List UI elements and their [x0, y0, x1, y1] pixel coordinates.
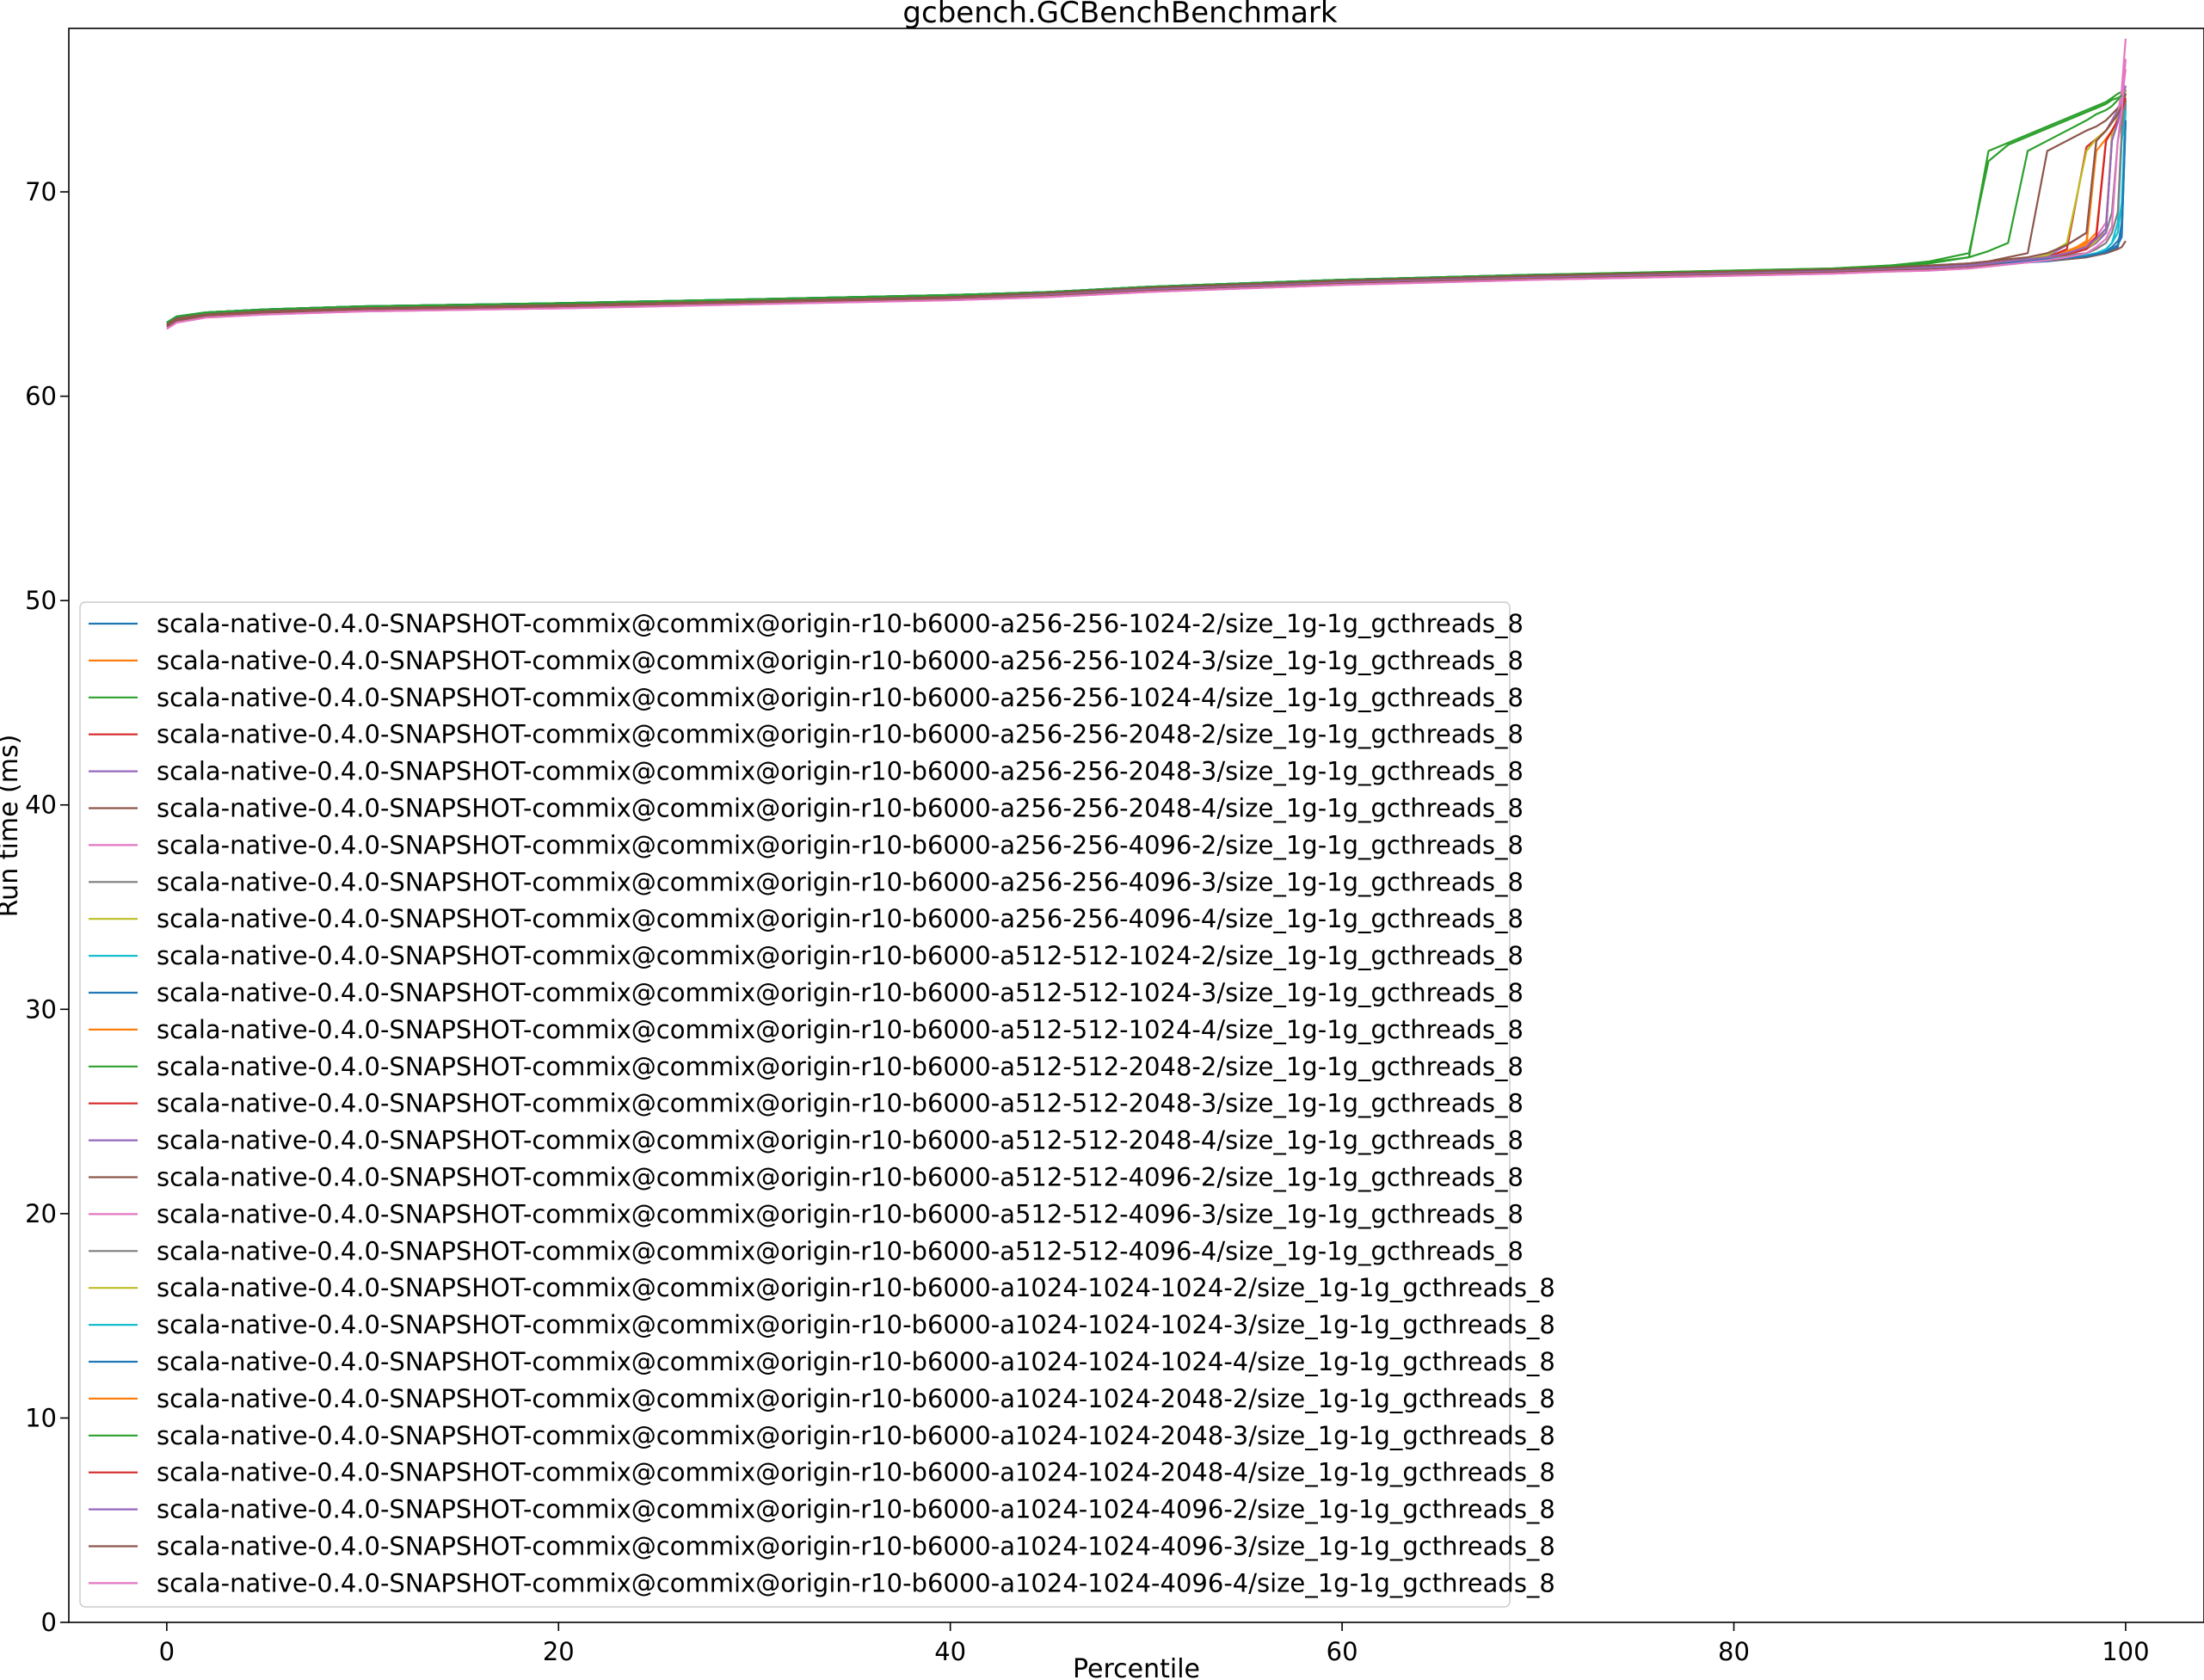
x-tick-label: 20 [543, 1637, 575, 1666]
y-axis-ticks: 0 10 20 30 40 50 60 70 [25, 177, 69, 1637]
y-tick-label: 70 [25, 177, 57, 206]
legend-label: scala-native-0.4.0-SNAPSHOT-commix@commi… [157, 646, 1524, 675]
legend-label: scala-native-0.4.0-SNAPSHOT-commix@commi… [157, 794, 1524, 823]
legend-label: scala-native-0.4.0-SNAPSHOT-commix@commi… [157, 683, 1524, 712]
legend-label: scala-native-0.4.0-SNAPSHOT-commix@commi… [157, 1310, 1555, 1339]
x-tick-label: 0 [159, 1637, 175, 1666]
plot-lines [166, 38, 2127, 330]
chart-title: gcbench.GCBenchBenchmark [902, 0, 1337, 30]
legend-label: scala-native-0.4.0-SNAPSHOT-commix@commi… [157, 1495, 1555, 1524]
legend-label: scala-native-0.4.0-SNAPSHOT-commix@commi… [157, 1421, 1555, 1450]
x-tick-label: 100 [2102, 1637, 2149, 1666]
legend-label: scala-native-0.4.0-SNAPSHOT-commix@commi… [157, 830, 1524, 859]
y-tick-label: 10 [25, 1403, 57, 1432]
series-line-16 [166, 240, 2127, 328]
x-tick-label: 80 [1718, 1637, 1750, 1666]
legend-label: scala-native-0.4.0-SNAPSHOT-commix@commi… [157, 1273, 1555, 1302]
series-line-23 [166, 93, 2127, 324]
legend-label: scala-native-0.4.0-SNAPSHOT-commix@commi… [157, 904, 1524, 933]
series-line-27 [166, 58, 2127, 330]
legend-label: scala-native-0.4.0-SNAPSHOT-commix@commi… [157, 720, 1524, 749]
legend: scala-native-0.4.0-SNAPSHOT-commix@commi… [79, 601, 1555, 1608]
legend-label: scala-native-0.4.0-SNAPSHOT-commix@commi… [157, 1236, 1524, 1265]
legend-label: scala-native-0.4.0-SNAPSHOT-commix@commi… [157, 1458, 1555, 1487]
legend-label: scala-native-0.4.0-SNAPSHOT-commix@commi… [157, 1126, 1524, 1155]
legend-label: scala-native-0.4.0-SNAPSHOT-commix@commi… [157, 1163, 1524, 1192]
y-axis-label: Run time (ms) [0, 735, 24, 918]
legend-box [79, 601, 1511, 1608]
legend-label: scala-native-0.4.0-SNAPSHOT-commix@commi… [157, 1052, 1524, 1081]
series-line-26 [166, 93, 2127, 326]
y-tick-label: 50 [25, 586, 57, 615]
legend-label: scala-native-0.4.0-SNAPSHOT-commix@commi… [157, 609, 1524, 638]
legend-label: scala-native-0.4.0-SNAPSHOT-commix@commi… [157, 1347, 1555, 1376]
x-tick-label: 40 [934, 1637, 966, 1666]
y-tick-label: 30 [25, 994, 57, 1024]
x-axis-ticks: 0 20 40 60 80 100 [159, 1622, 2150, 1666]
legend-label: scala-native-0.4.0-SNAPSHOT-commix@commi… [157, 867, 1524, 896]
legend-label: scala-native-0.4.0-SNAPSHOT-commix@commi… [157, 1015, 1524, 1044]
legend-label: scala-native-0.4.0-SNAPSHOT-commix@commi… [157, 757, 1524, 786]
legend-label: scala-native-0.4.0-SNAPSHOT-commix@commi… [157, 1089, 1524, 1118]
legend-label: scala-native-0.4.0-SNAPSHOT-commix@commi… [157, 941, 1524, 970]
legend-label: scala-native-0.4.0-SNAPSHOT-commix@commi… [157, 1384, 1555, 1413]
y-tick-label: 0 [41, 1608, 57, 1637]
legend-label: scala-native-0.4.0-SNAPSHOT-commix@commi… [157, 1199, 1524, 1228]
plot-frame [68, 28, 2204, 1623]
x-tick-label: 60 [1327, 1637, 1358, 1666]
x-axis-label: Percentile [1073, 1654, 1200, 1680]
y-tick-label: 20 [25, 1199, 57, 1228]
legend-label: scala-native-0.4.0-SNAPSHOT-commix@commi… [157, 1532, 1555, 1561]
legend-label: scala-native-0.4.0-SNAPSHOT-commix@commi… [157, 978, 1524, 1007]
y-tick-label: 40 [25, 791, 57, 820]
legend-label: scala-native-0.4.0-SNAPSHOT-commix@commi… [157, 1568, 1555, 1597]
y-tick-label: 60 [25, 382, 57, 411]
